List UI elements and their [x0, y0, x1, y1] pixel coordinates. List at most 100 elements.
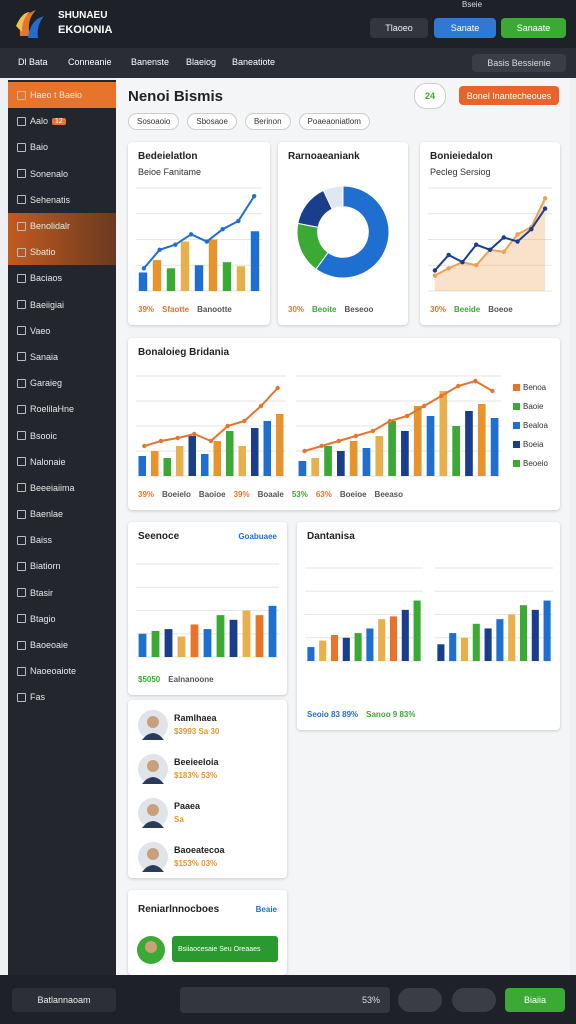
footer-text: 39%	[233, 490, 250, 499]
point	[251, 194, 257, 199]
page-title: Nenoi Bismis	[128, 88, 224, 105]
sidebar-item[interactable]: Sanaia	[8, 344, 116, 370]
point	[473, 378, 478, 384]
point	[460, 259, 465, 265]
chart	[296, 185, 390, 279]
action-button[interactable]: Bonel Inantecheoues	[459, 86, 559, 105]
point	[474, 242, 479, 247]
bar	[378, 619, 386, 661]
bar	[477, 404, 486, 476]
sidebar-item[interactable]: Baenlae	[8, 501, 116, 527]
sidebar-item[interactable]: Garaieg	[8, 370, 116, 396]
counter-badge[interactable]: 24	[414, 83, 446, 109]
sidebar-item[interactable]: Beeeiaiima	[8, 475, 116, 501]
bar	[238, 446, 246, 476]
footer-text: Boeoe	[488, 305, 513, 314]
point	[236, 218, 241, 224]
point	[542, 196, 548, 201]
avatar-head	[147, 848, 159, 860]
legend-swatch	[513, 441, 520, 448]
sidebar-item[interactable]: Aalo 12	[8, 108, 116, 134]
person-name: Beeieeloia	[174, 757, 219, 767]
bar	[349, 441, 358, 476]
sidebar-item[interactable]: Biatiorn	[8, 553, 116, 579]
sidebar-item[interactable]: Baiss	[8, 527, 116, 553]
sidebar-item[interactable]: Btasir	[8, 580, 116, 606]
filter-pill[interactable]: Sbosaoe	[187, 113, 237, 130]
sidebar-item[interactable]: Naoeoaiote	[8, 658, 116, 684]
footer-text: 39%	[138, 490, 155, 499]
footer-button[interactable]: Biaiia	[505, 988, 565, 1012]
bar	[151, 630, 160, 657]
bar	[203, 629, 212, 657]
bar	[152, 260, 162, 291]
icon-button[interactable]	[398, 988, 442, 1012]
nav-item[interactable]: Banenste	[131, 57, 170, 67]
nav-item[interactable]: Conneanie	[68, 57, 112, 67]
point	[515, 239, 520, 244]
bar	[401, 609, 409, 661]
filter-pill[interactable]: Poaeaoniatlom	[298, 113, 370, 130]
card-title: Bonieiedalon	[430, 151, 493, 162]
sidebar-item[interactable]: Sehenatis	[8, 187, 116, 213]
card-title: Bedeielatlon	[138, 151, 198, 162]
legend-item: Beoeio	[513, 459, 548, 468]
bar	[164, 629, 173, 657]
point	[404, 413, 410, 419]
point	[192, 431, 197, 437]
point	[529, 227, 534, 232]
legend-item: Benoa	[513, 383, 548, 392]
account-button[interactable]: Basis Bessienie	[472, 54, 566, 72]
filter-pill[interactable]: Berinon	[244, 113, 291, 130]
point	[242, 418, 247, 424]
sidebar-item[interactable]: Bsooic	[8, 422, 116, 448]
sidebar-item[interactable]: Btagio	[8, 606, 116, 632]
sidebar-item[interactable]: Sonenalo	[8, 161, 116, 187]
sidebar-item[interactable]: Nalonaie	[8, 449, 116, 475]
bar	[216, 615, 225, 657]
card-footer: 30% Beeide Boeoe	[430, 305, 552, 314]
point	[370, 428, 376, 434]
promo-link[interactable]: Beaie	[255, 905, 277, 914]
sidebar-item[interactable]: Fas	[8, 684, 116, 710]
bar	[255, 615, 264, 657]
sidebar-item[interactable]: Vaeo	[8, 318, 116, 344]
point	[387, 418, 393, 424]
bar	[413, 406, 422, 476]
bar	[330, 634, 339, 661]
primary-button[interactable]: Sanate	[434, 18, 496, 38]
footer-search[interactable]: 53%	[180, 987, 390, 1013]
success-button[interactable]: Sanaate	[501, 18, 566, 38]
person-name: Paaea	[174, 801, 201, 811]
bar	[319, 640, 327, 661]
legend-swatch	[513, 460, 520, 467]
card: Ramlhaea $3993 Sa 30 Beeieeloia $183% 53% Pa…	[128, 700, 287, 878]
bar	[208, 239, 218, 291]
avatar-body	[142, 865, 164, 872]
sidebar-item[interactable]: Sbatio	[8, 239, 116, 266]
nav-item[interactable]: Baneatiote	[232, 57, 276, 67]
avatar	[138, 754, 168, 784]
nav-item[interactable]: Blaeiog	[186, 57, 217, 67]
card-footer: 39% Boeielo Baoioe 39% Boaale 53% 63% Boeioe Bee…	[138, 490, 552, 499]
sidebar-item[interactable]: Baeiigiai	[8, 292, 116, 318]
promo-banner[interactable]: Bsiiaocesaie Seu Oreaaes	[172, 936, 278, 962]
bar	[177, 636, 186, 657]
sidebar-item[interactable]: Baciaos	[8, 265, 116, 291]
line	[304, 379, 493, 452]
sidebar-item[interactable]: Baoeoaie	[8, 632, 116, 658]
icon-button[interactable]	[452, 988, 496, 1012]
bar	[519, 605, 528, 661]
filter-pill[interactable]: Sosoaoio	[128, 113, 180, 130]
point	[542, 206, 548, 211]
sidebar-item[interactable]: Baio	[8, 134, 116, 160]
sidebar-item[interactable]: RoelilaHne	[8, 396, 116, 422]
person-name: Ramlhaea	[174, 713, 217, 723]
sidebar-item[interactable]: Haeo t Baeio	[8, 82, 116, 109]
sidebar-item[interactable]: Benolidalr	[8, 212, 116, 240]
search-button[interactable]: Tlaoeo	[370, 18, 428, 38]
nav-item[interactable]: Dl Bata	[18, 57, 48, 67]
card-link[interactable]: Goabuaee	[238, 532, 277, 541]
user-name: Bseie	[462, 0, 483, 9]
chart	[435, 567, 553, 662]
